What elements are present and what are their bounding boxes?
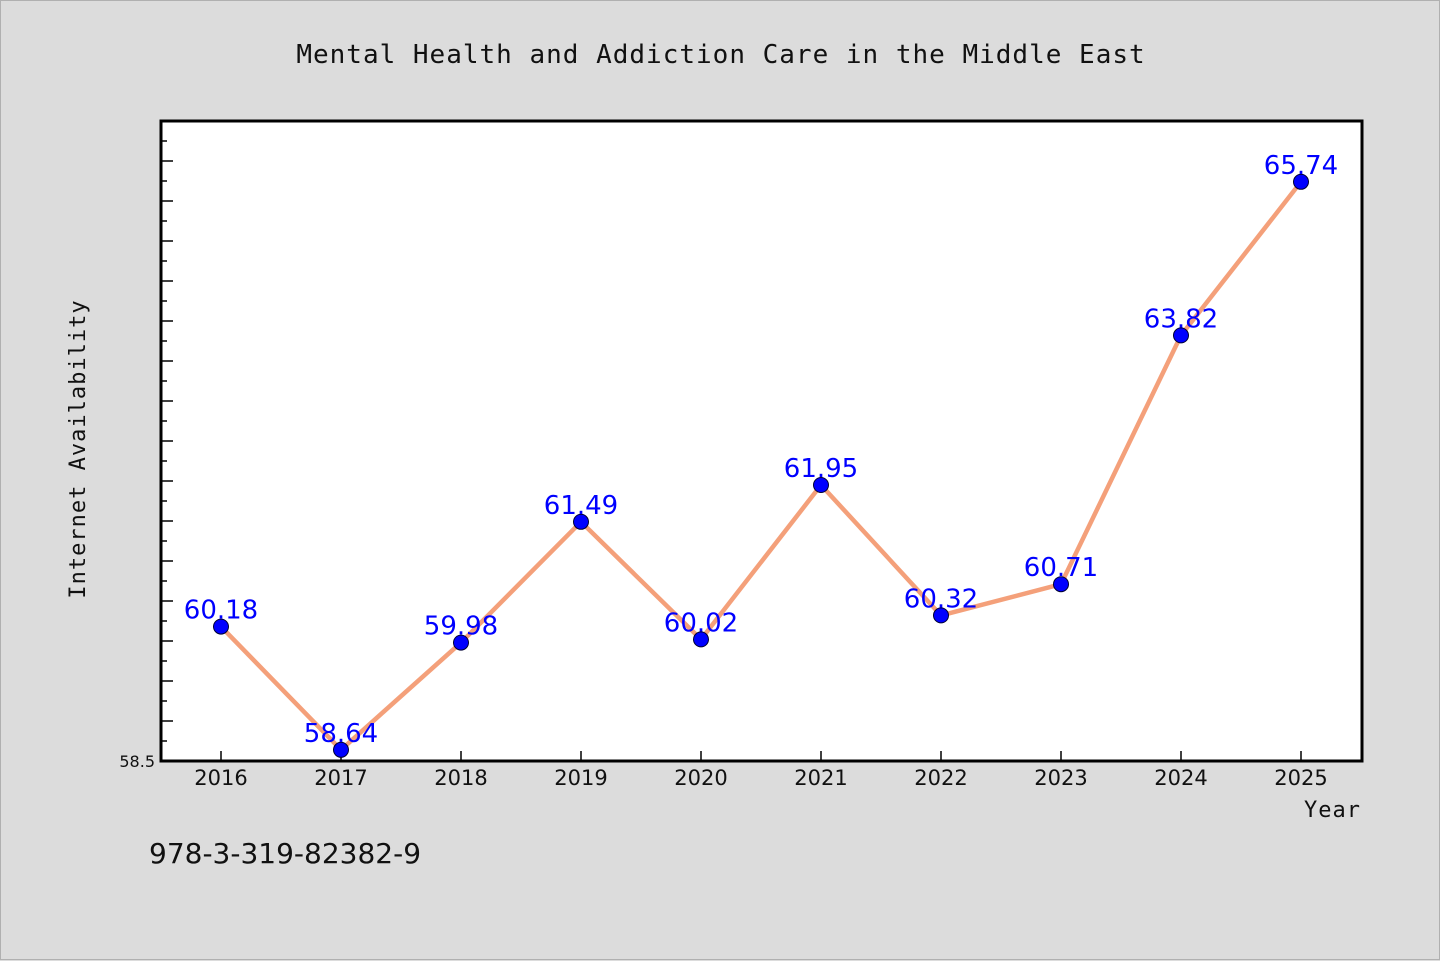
series-line [219,180,1303,753]
x-tick-label: 2025 [1274,766,1327,790]
x-tick-label: 2017 [314,766,367,790]
x-tick-label: 2023 [1034,766,1087,790]
x-axis-ticks: 2016 2017 2018 2019 2020 2021 2022 2023 2024 2025 [194,751,1328,790]
data-label: 58.64 [304,719,378,749]
x-tick-label: 2022 [914,766,967,790]
data-point [453,634,469,651]
data-label: 61.49 [544,491,618,521]
chart-title: Mental Health and Addiction Care in the … [296,40,1145,70]
data-point [813,477,829,493]
data-point [333,741,349,758]
data-label: 61.95 [784,454,858,484]
data-point [1053,576,1069,593]
x-tick-label: 2021 [794,766,847,790]
x-tick-label: 2020 [674,766,727,790]
y-axis-ticks: 58.5 [119,120,173,771]
data-label: 63.82 [1144,304,1218,334]
data-label: 60.02 [664,608,738,638]
x-tick-label: 2019 [554,766,607,790]
series-group [213,173,1309,758]
x-tick-label: 2024 [1154,766,1207,790]
data-label: 60.18 [184,596,258,626]
data-label: 59.98 [424,612,498,642]
data-point [1173,327,1189,344]
x-axis-label: Year [1304,798,1361,823]
isbn-text: 978-3-319-82382-9 [149,837,421,870]
plot-area [159,119,1364,763]
x-tick-label: 2018 [434,766,487,790]
data-point [573,513,589,530]
data-point [933,607,949,624]
data-point [1293,173,1309,190]
data-point [693,631,709,648]
data-labels: 60.18 58.64 59.98 61.49 60.02 61.95 60.32 60.71… [184,151,1338,749]
data-label: 60.32 [904,584,978,614]
x-tick-label: 2016 [194,766,247,790]
data-point [213,618,229,635]
data-label: 60.71 [1024,553,1098,583]
data-label: 65.74 [1264,151,1338,181]
y-axis-label: Internet Availability [66,299,91,598]
y-tick-label: 58.5 [119,752,155,771]
